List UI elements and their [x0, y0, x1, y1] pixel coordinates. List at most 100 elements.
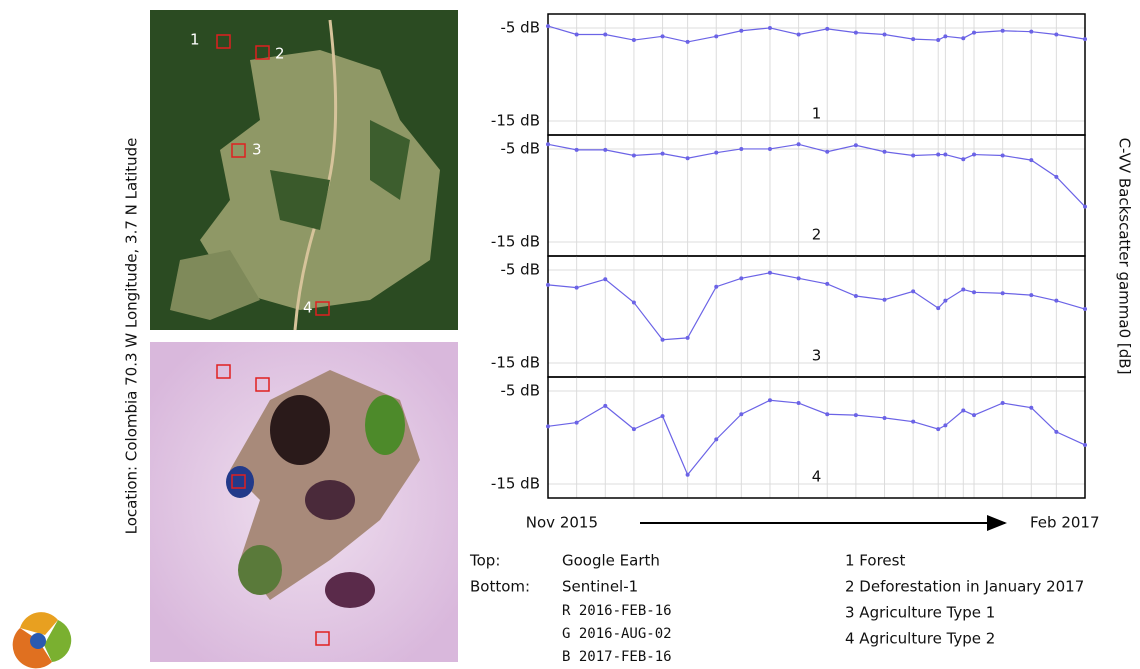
data-point — [546, 424, 550, 429]
data-point — [1000, 28, 1005, 33]
data-point — [943, 34, 948, 39]
data-point — [767, 146, 772, 151]
data-point — [739, 146, 744, 151]
y-tick-label: -5 dB — [500, 139, 540, 157]
image-label: 1 — [190, 31, 200, 49]
data-point — [603, 147, 608, 152]
data-point — [685, 156, 690, 161]
class-name: 1 Forest — [845, 552, 905, 570]
series-line — [547, 399, 1086, 476]
data-point — [796, 276, 801, 281]
data-point — [603, 403, 608, 408]
data-point — [911, 419, 916, 424]
y-tick-label: -15 dB — [491, 475, 540, 493]
data-point — [972, 152, 977, 157]
data-point — [714, 284, 719, 289]
data-point — [911, 37, 916, 42]
data-point — [714, 34, 719, 39]
caption-key: Bottom: — [470, 578, 530, 596]
location-label: Location: Colombia 70.3 W Longitude, 3.7… — [123, 138, 141, 535]
data-point — [796, 32, 801, 37]
y-tick-label: -5 dB — [500, 381, 540, 399]
data-point — [936, 38, 941, 43]
data-point — [853, 413, 858, 418]
data-point — [1083, 307, 1087, 312]
data-point — [767, 398, 772, 403]
data-point — [796, 401, 801, 406]
panel-title: 2 — [812, 226, 822, 244]
data-point — [936, 427, 941, 432]
data-point — [943, 423, 948, 428]
data-point — [853, 143, 858, 148]
y-tick-label: -15 dB — [491, 354, 540, 372]
data-point — [685, 472, 690, 477]
data-point — [739, 28, 744, 33]
panel-title: 1 — [812, 105, 822, 123]
band-date: G 2016-AUG-02 — [562, 626, 672, 642]
data-point — [1054, 174, 1059, 179]
data-point — [1000, 401, 1005, 406]
data-point — [631, 300, 636, 305]
class-name: 4 Agriculture Type 2 — [845, 630, 995, 648]
data-point — [603, 32, 608, 37]
caption-value: Sentinel-1 — [562, 578, 638, 596]
data-point — [631, 38, 636, 43]
image-label: 3 — [252, 141, 262, 159]
data-point — [574, 32, 579, 37]
data-point — [767, 25, 772, 30]
y-tick-label: -5 dB — [500, 260, 540, 278]
google-earth-image — [150, 10, 458, 331]
data-point — [1083, 37, 1087, 42]
image-label: 2 — [275, 45, 285, 63]
data-point — [825, 149, 830, 154]
data-point — [1029, 405, 1034, 410]
data-point — [685, 335, 690, 340]
data-point — [546, 142, 550, 147]
data-point — [853, 30, 858, 35]
band-date: B 2017-FEB-16 — [562, 649, 672, 665]
data-point — [911, 289, 916, 294]
x-tick-label: Feb 2017 — [1030, 514, 1100, 532]
data-point — [972, 290, 977, 295]
data-point — [1000, 291, 1005, 296]
data-point — [767, 270, 772, 275]
y-tick-label: -15 dB — [491, 233, 540, 251]
image-label: 4 — [303, 299, 313, 317]
data-point — [961, 408, 966, 413]
data-point — [660, 414, 665, 419]
data-point — [603, 277, 608, 282]
data-point — [660, 151, 665, 156]
data-point — [546, 24, 550, 29]
series-line — [547, 143, 1086, 208]
panel-title: 4 — [812, 468, 822, 486]
roi-markers — [216, 34, 330, 646]
data-point — [685, 39, 690, 44]
data-point — [961, 157, 966, 162]
data-point — [825, 26, 830, 31]
data-point — [943, 298, 948, 303]
data-point — [911, 153, 916, 158]
data-point — [882, 32, 887, 37]
data-point — [1029, 293, 1034, 298]
caption-value: Google Earth — [562, 552, 660, 570]
data-point — [1029, 158, 1034, 163]
data-point — [714, 437, 719, 442]
series-line — [547, 25, 1086, 43]
band-date: R 2016-FEB-16 — [562, 603, 672, 619]
caption-key: Top: — [469, 552, 500, 570]
data-point — [936, 306, 941, 311]
class-name: 3 Agriculture Type 1 — [845, 604, 995, 622]
data-point — [1000, 153, 1005, 158]
x-tick-label: Nov 2015 — [526, 514, 598, 532]
y-tick-label: -5 dB — [500, 18, 540, 36]
data-point — [739, 412, 744, 417]
sentinel-image — [150, 342, 458, 662]
data-point — [825, 281, 830, 286]
data-point — [1054, 32, 1059, 37]
data-point — [972, 30, 977, 35]
data-point — [961, 287, 966, 292]
data-point — [1054, 429, 1059, 434]
data-point — [660, 34, 665, 39]
data-point — [972, 413, 977, 418]
